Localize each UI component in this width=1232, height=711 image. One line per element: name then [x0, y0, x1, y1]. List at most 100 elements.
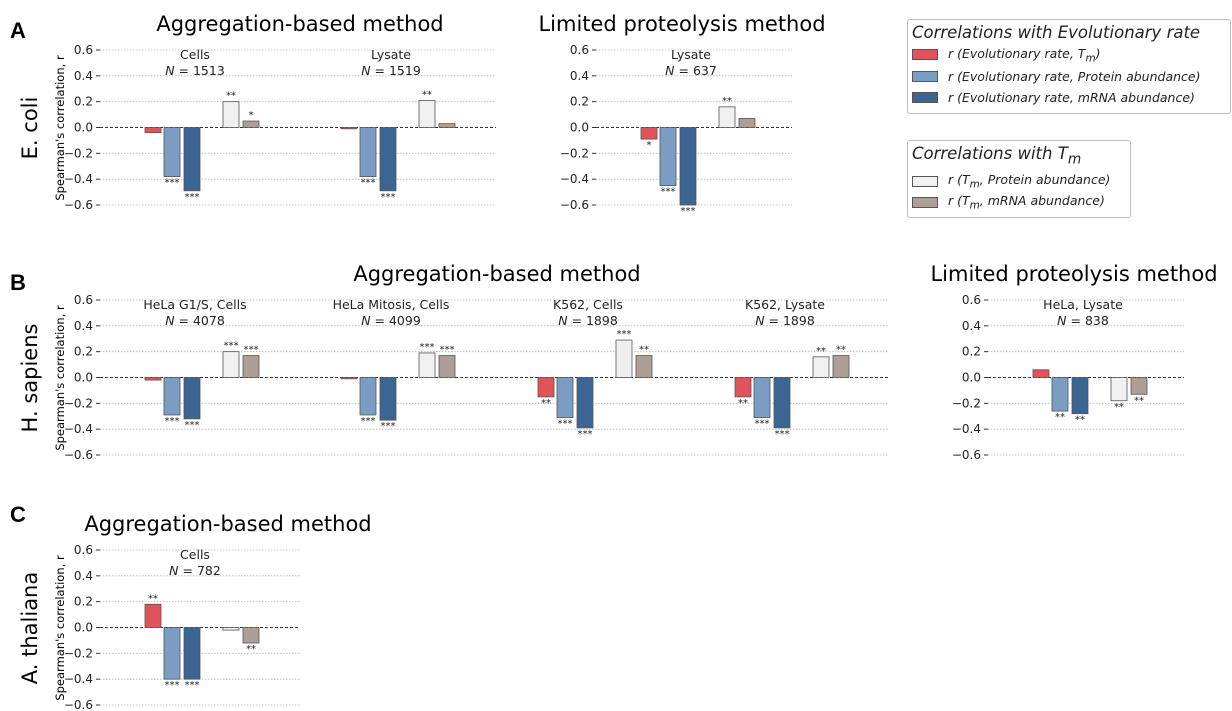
significance-label: ***	[165, 178, 180, 189]
subplot-title: Lysate	[671, 47, 711, 62]
section-title-b-aggregation: Aggregation-based method	[353, 262, 640, 286]
bar-tm	[144, 377, 162, 381]
bar-tm_mrna	[832, 355, 850, 378]
y-tick-label: −0.6	[64, 198, 93, 212]
y-tick-label: −0.2	[64, 396, 93, 410]
legend-tm: Correlations with Tm r (Tm, Protein abun…	[907, 140, 1131, 219]
bar-tm_protein	[222, 627, 240, 631]
bar-protein	[359, 127, 377, 177]
significance-label: ***	[165, 416, 180, 427]
y-tick-label: 0.0	[74, 121, 93, 135]
subplot-title: HeLa G1/S, Cells	[143, 297, 246, 312]
section-title-c-aggregation: Aggregation-based method	[84, 512, 371, 536]
legend-evolutionary-rate: Correlations with Evolutionary rate r (E…	[907, 19, 1231, 114]
significance-label: ***	[244, 345, 259, 356]
significance-label: ***	[578, 429, 593, 440]
y-tick-label: −0.4	[64, 172, 93, 186]
bar-tm	[144, 127, 162, 134]
bar-tm_protein	[718, 106, 736, 128]
y-tick-label: −0.2	[64, 646, 93, 660]
bar-mrna	[679, 127, 697, 206]
significance-label: ***	[381, 192, 396, 203]
bar-mrna	[576, 377, 594, 429]
significance-label: ***	[381, 421, 396, 432]
bar-protein	[556, 377, 574, 418]
organism-label-ecoli: E. coli	[18, 97, 42, 160]
bar-tm	[734, 377, 752, 398]
significance-label: ***	[185, 680, 200, 691]
legend-item-evo-mrna: r (Evolutionary rate, mRNA abundance)	[912, 87, 1224, 109]
section-title-a-aggregation: Aggregation-based method	[156, 12, 443, 36]
y-axis-label-row-a: Spearman's correlation, r	[53, 55, 67, 201]
significance-label: **	[639, 345, 649, 356]
bar-tm_protein	[418, 99, 436, 128]
y-tick-label: 0.2	[74, 95, 93, 109]
subplot-title: K562, Cells	[553, 297, 623, 312]
y-tick-label: −0.6	[64, 698, 93, 711]
y-tick-label: −0.6	[64, 448, 93, 462]
significance-label: **	[541, 398, 551, 409]
subplot-title: Lysate	[371, 47, 411, 62]
bar-protein	[359, 377, 377, 416]
y-tick-label: −0.4	[560, 172, 589, 186]
legend-item-tm-protein: r (Tm, Protein abundance)	[912, 170, 1124, 192]
legend-swatch-tm-mrna	[912, 197, 938, 209]
significance-label: ***	[755, 419, 770, 430]
significance-label: **	[226, 91, 236, 102]
chart-panel-3: −0.6 −0.4 −0.2 0.0 0.2 0.4 0.6 HeLa G1/S, Cells…	[64, 293, 888, 462]
significance-label: **	[1114, 402, 1124, 413]
bar-tm_mrna	[438, 123, 456, 128]
significance-label: **	[836, 345, 846, 356]
significance-label: ***	[361, 416, 376, 427]
subplot-title: Cells	[180, 47, 210, 62]
panel-letter-a: A	[10, 18, 26, 43]
bar-tm_protein	[812, 356, 830, 378]
y-tick-label: 0.4	[74, 569, 93, 583]
subplot-n-label: N = 4078	[165, 313, 225, 328]
bar-tm	[144, 603, 162, 628]
y-tick-label: 0.6	[962, 293, 981, 307]
bar-protein	[753, 377, 771, 418]
y-tick-label: 0.4	[74, 69, 93, 83]
significance-label: ***	[361, 178, 376, 189]
significance-label: ***	[681, 206, 696, 217]
bar-tm_protein	[222, 101, 240, 128]
legend-swatch-tm	[912, 49, 938, 61]
y-tick-label: 0.6	[74, 543, 93, 557]
significance-label: ***	[661, 187, 676, 198]
bar-mrna	[773, 377, 791, 429]
subplot-n-label: N = 1898	[755, 313, 815, 328]
y-tick-label: 0.4	[74, 319, 93, 333]
significance-label: **	[816, 346, 826, 357]
significance-label: ***	[617, 329, 632, 340]
bar-tm	[1032, 369, 1050, 378]
y-tick-label: −0.2	[560, 146, 589, 160]
bar-tm	[340, 377, 358, 380]
bar-mrna	[1071, 377, 1089, 415]
bar-tm_mrna	[1130, 377, 1148, 395]
significance-label: ***	[775, 429, 790, 440]
bar-protein	[163, 627, 181, 680]
section-title-b-proteolysis: Limited proteolysis method	[930, 262, 1217, 286]
y-tick-label: 0.6	[570, 43, 589, 57]
subplot-title: HeLa Mitosis, Cells	[333, 297, 450, 312]
y-tick-label: 0.2	[74, 595, 93, 609]
legend-swatch-mrna	[912, 92, 938, 104]
bar-tm_protein	[1110, 377, 1128, 402]
legend-item-evo-tm: r (Evolutionary rate, Tm)	[912, 44, 1224, 66]
bar-tm_mrna	[635, 355, 653, 378]
subplot-n-label: N = 782	[169, 563, 221, 578]
significance-label: *	[249, 110, 254, 121]
y-axis-label-row-b: Spearman's correlation, r	[53, 305, 67, 451]
bar-mrna	[183, 127, 201, 192]
y-tick-label: 0.0	[74, 371, 93, 385]
legend-swatch-protein	[912, 70, 938, 82]
significance-label: ***	[185, 420, 200, 431]
significance-label: **	[422, 89, 432, 100]
